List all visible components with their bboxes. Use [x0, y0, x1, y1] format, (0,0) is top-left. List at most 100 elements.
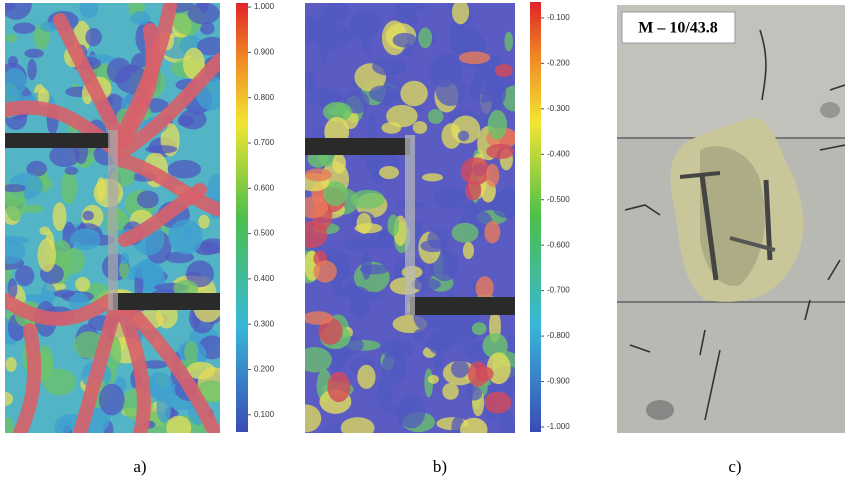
colorbar-tick-label: 0.300 — [254, 319, 275, 328]
texture — [411, 278, 441, 291]
strain-map-b — [291, 0, 527, 441]
texture — [65, 167, 78, 175]
colorbar-b — [530, 2, 541, 432]
texture — [377, 380, 393, 409]
texture — [15, 265, 34, 286]
joint — [108, 130, 118, 310]
texture — [463, 242, 474, 259]
texture — [495, 64, 513, 77]
texture — [452, 223, 479, 243]
texture — [70, 228, 100, 250]
texture — [298, 71, 316, 93]
texture — [298, 347, 332, 373]
texture — [413, 121, 427, 134]
texture — [400, 81, 428, 106]
texture — [460, 418, 487, 441]
texture — [59, 418, 73, 433]
colorbar-tick-label: 0.200 — [254, 365, 275, 374]
colorbar-tick-label: -0.300 — [547, 104, 570, 113]
texture — [475, 366, 494, 381]
texture — [41, 283, 56, 304]
texture — [1, 417, 15, 443]
texture — [304, 168, 331, 181]
colorbar-tick-label: -1.000 — [547, 422, 570, 431]
texture — [361, 250, 371, 280]
texture — [459, 51, 490, 64]
texture — [168, 219, 202, 254]
caption-c: c) — [728, 457, 741, 476]
texture — [6, 357, 17, 372]
texture — [357, 365, 375, 389]
texture — [452, 0, 469, 24]
texture — [461, 157, 491, 185]
texture — [350, 289, 370, 320]
specimen-photo: M – 10/43.8 — [617, 5, 845, 433]
colorbar-tick-label: -0.100 — [547, 13, 570, 22]
colorbar-tick-label: 0.700 — [254, 138, 275, 147]
colorbar-a — [236, 3, 248, 432]
texture — [107, 58, 132, 84]
texture — [298, 197, 328, 219]
texture — [395, 1, 425, 12]
texture — [24, 49, 43, 58]
colorbar-tick-label: 0.800 — [254, 93, 275, 102]
texture — [27, 59, 36, 80]
texture — [198, 215, 209, 229]
texture — [418, 28, 432, 49]
colorbar-tick-label: -0.800 — [547, 331, 570, 340]
colorbar-tick-label: 0.900 — [254, 47, 275, 56]
texture — [39, 227, 50, 236]
texture — [85, 28, 101, 46]
texture — [355, 223, 383, 233]
texture — [435, 75, 465, 106]
texture — [137, 191, 159, 209]
texture — [121, 253, 129, 265]
texture — [442, 383, 459, 400]
texture — [351, 190, 385, 209]
texture — [445, 195, 455, 204]
colorbar-tick-label: -0.600 — [547, 240, 570, 249]
texture — [132, 263, 157, 279]
texture — [466, 387, 482, 401]
colorbar-tick-label: 0.500 — [254, 229, 275, 238]
slot — [305, 138, 410, 155]
joint — [405, 135, 415, 315]
texture — [291, 404, 321, 432]
strain-map-a — [0, 0, 229, 445]
colorbar-tick-label: -0.400 — [547, 149, 570, 158]
texture — [131, 11, 151, 25]
texture — [393, 33, 417, 48]
texture — [486, 144, 514, 159]
texture — [296, 221, 327, 248]
texture — [332, 154, 345, 174]
texture — [54, 290, 75, 298]
texture — [437, 53, 462, 79]
texture — [458, 131, 469, 142]
caption-a: a) — [133, 457, 146, 476]
texture — [422, 173, 443, 181]
texture — [420, 240, 447, 252]
texture — [188, 3, 220, 25]
texture — [168, 160, 201, 178]
texture — [504, 32, 513, 52]
colorbar-tick-label: 0.400 — [254, 274, 275, 283]
texture — [349, 10, 381, 37]
texture — [61, 170, 77, 204]
texture — [369, 85, 397, 102]
texture — [382, 350, 406, 385]
figure: M – 10/43.8 a) b) c) 1.0000.9000.8000.70… — [0, 0, 850, 484]
texture — [341, 417, 375, 438]
colorbar-tick-label: 1.000 — [254, 2, 275, 11]
texture — [436, 326, 454, 350]
texture — [414, 329, 425, 343]
texture — [486, 164, 500, 187]
texture — [428, 109, 444, 124]
texture — [379, 166, 399, 179]
texture — [53, 202, 67, 231]
texture — [485, 392, 512, 414]
texture — [1, 184, 26, 192]
texture — [177, 115, 193, 126]
texture — [428, 375, 439, 384]
texture — [6, 34, 17, 43]
texture — [476, 276, 494, 299]
